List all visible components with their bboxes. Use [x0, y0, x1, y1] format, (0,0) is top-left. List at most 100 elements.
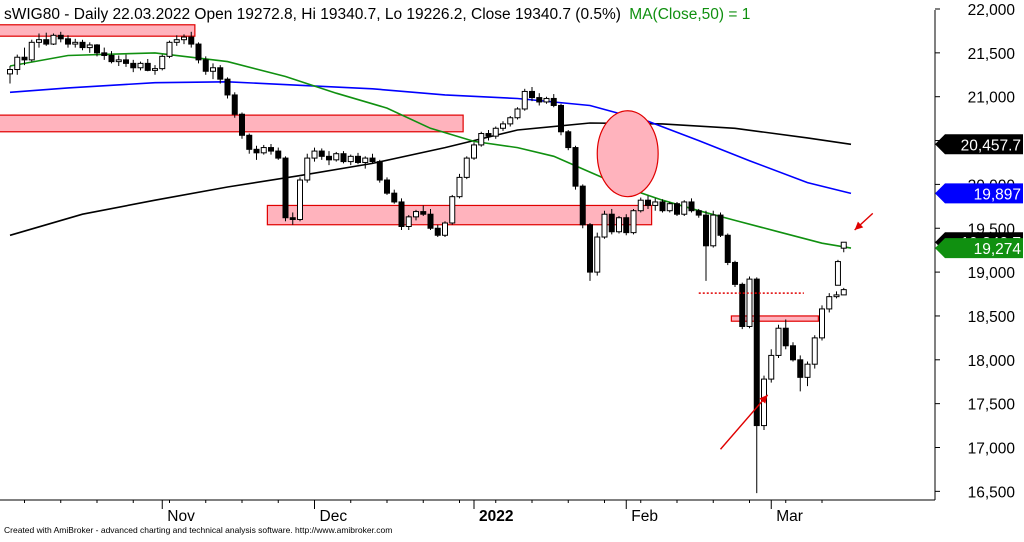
candle-body [57, 34, 64, 40]
ellipse-highlight [596, 110, 659, 198]
y-tick-label: 21,000 [968, 90, 1016, 107]
candle-body [369, 157, 376, 163]
candle-body [514, 108, 521, 119]
candles [7, 31, 847, 494]
candle-body [616, 217, 622, 233]
candle-body [376, 161, 383, 181]
candle-body [558, 104, 564, 133]
candle-body [297, 179, 303, 220]
candle-body [732, 261, 738, 285]
candle-body [724, 234, 731, 263]
candle-body [391, 192, 398, 203]
candle-body [543, 97, 550, 103]
candle-body [144, 62, 151, 71]
arrow-head [854, 221, 864, 231]
candle-body [666, 203, 673, 212]
candle-body [253, 148, 260, 154]
zone-rect [0, 24, 196, 37]
candle-body [202, 59, 209, 72]
candle-body [630, 210, 637, 234]
candle-body [340, 153, 347, 163]
price-badge [935, 238, 1023, 259]
candle-body [768, 354, 775, 380]
candle-body [7, 69, 13, 75]
chart-footer: Created with AmiBroker - advanced charti… [4, 525, 392, 535]
candle-body [289, 217, 296, 220]
candle-body [420, 211, 427, 215]
candle-body [50, 34, 57, 45]
candle-body [108, 54, 115, 63]
candle-body [659, 201, 666, 212]
candle-body [652, 201, 659, 206]
y-tick-label: 21,500 [968, 46, 1016, 63]
candle-body [471, 144, 477, 159]
candle-body [260, 147, 267, 154]
candle-body [608, 213, 615, 233]
header-ma: MA(Close,50) = 1 [629, 6, 750, 23]
candle-body [840, 241, 847, 249]
candle-body [463, 157, 470, 178]
candle-body [623, 217, 630, 234]
candle-body [173, 39, 180, 43]
candle-body [28, 41, 35, 61]
candle-body [333, 153, 340, 161]
candle-body [637, 199, 644, 212]
candle-body [674, 203, 680, 215]
candle-body [130, 62, 137, 69]
candle-body [507, 117, 514, 125]
arrow-head [759, 394, 768, 404]
candle-body [427, 213, 434, 229]
candle-body [645, 199, 651, 206]
candle-body [840, 289, 847, 296]
candle-body [572, 147, 579, 187]
candle-body [739, 283, 746, 327]
candle-body [703, 214, 709, 247]
y-tick-label: 17,500 [968, 397, 1016, 414]
candle-body [318, 150, 325, 157]
candle-body [65, 38, 71, 45]
candle-body [355, 155, 361, 163]
candle-body [500, 123, 506, 129]
candle-body [413, 211, 419, 218]
ma-line [9, 122, 852, 237]
candle-body [753, 278, 760, 427]
candle-body [79, 41, 86, 49]
header-symbol: sWIG80 [4, 6, 60, 23]
ma-line [9, 80, 852, 195]
candle-body [579, 185, 586, 226]
price-badge-label: 20,457.7 [961, 137, 1021, 154]
candle-body [21, 56, 28, 61]
candle-body [565, 131, 572, 149]
candle-body [492, 127, 499, 137]
candle-body [790, 345, 796, 361]
candle-body [14, 56, 21, 71]
candle-body [688, 201, 695, 212]
candle-body [326, 155, 332, 161]
candle-body [695, 210, 702, 216]
y-tick-label: 18,500 [968, 309, 1016, 326]
x-tick-label: Dec [320, 508, 348, 525]
candle-body [434, 227, 441, 236]
candle-body [282, 157, 289, 219]
candle-body [449, 196, 456, 224]
candle-body [797, 359, 804, 378]
y-tick-label: 22,000 [968, 2, 1016, 19]
candle-body [137, 62, 144, 69]
candle-body [456, 176, 463, 198]
candle-body [166, 41, 173, 57]
candle-body [86, 44, 93, 49]
candle-body [746, 278, 753, 327]
candle-body [239, 113, 245, 136]
x-tick-label: Mar [776, 508, 803, 525]
candle-body [405, 216, 412, 227]
candle-body [398, 201, 405, 227]
candle-body [311, 150, 318, 159]
candle-body [181, 36, 187, 41]
candle-body [384, 179, 390, 194]
zone-rect [266, 204, 653, 226]
x-tick-label: 2022 [479, 508, 513, 525]
candle-body [36, 39, 42, 43]
price-badge-label: 19,897 [974, 186, 1021, 203]
